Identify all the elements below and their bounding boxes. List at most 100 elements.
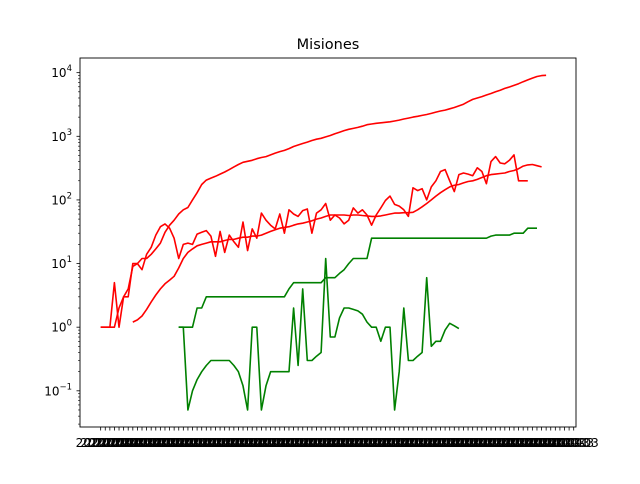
series-layer — [100, 74, 547, 411]
y-tick-label: 104 — [51, 64, 72, 80]
x-tick-label: 2020-03 — [425, 436, 475, 450]
x-tick-label: 2020-03 — [246, 436, 296, 450]
x-tick-label: 2020-03 — [94, 436, 144, 450]
x-tick-label: 2020-03 — [108, 436, 158, 450]
x-tick-label: 2020-03 — [314, 436, 364, 450]
x-tick-label: 2020-03 — [291, 436, 341, 450]
x-tick-label: 2020-03 — [388, 436, 438, 450]
x-tick-label: 2020-03 — [397, 436, 447, 450]
x-tick-label: 2020-03 — [310, 436, 360, 450]
x-tick-label: 2020-03 — [535, 436, 585, 450]
x-axis: 2020-032020-032020-032020-032020-032020-… — [76, 427, 599, 450]
x-tick-label: 2020-03 — [438, 436, 488, 450]
x-tick-label: 2020-03 — [471, 436, 521, 450]
x-tick-label: 2020-03 — [80, 436, 130, 450]
y-tick-label: 101 — [51, 255, 72, 271]
x-tick-label: 2020-03 — [305, 436, 355, 450]
x-tick-label: 2020-03 — [255, 436, 305, 450]
y-tick-label: 100 — [51, 319, 72, 335]
x-tick-label: 2020-03 — [287, 436, 337, 450]
x-tick-label: 2020-03 — [411, 436, 461, 450]
x-tick-label: 2020-03 — [333, 436, 383, 450]
series-line-3 — [132, 163, 542, 323]
x-tick-label: 2020-03 — [347, 436, 397, 450]
x-tick-label: 2020-03 — [296, 436, 346, 450]
x-tick-label: 2020-03 — [466, 436, 516, 450]
chart-title: Misiones — [297, 37, 360, 53]
x-tick-label: 2020-03 — [544, 436, 594, 450]
x-tick-label: 2020-03 — [420, 436, 470, 450]
x-tick-label: 2020-03 — [328, 436, 378, 450]
x-tick-label: 2020-03 — [452, 436, 502, 450]
x-tick-label: 2020-03 — [484, 436, 534, 450]
x-tick-label: 2020-03 — [337, 436, 387, 450]
x-tick-label: 2020-03 — [99, 436, 149, 450]
x-tick-label: 2020-03 — [268, 436, 318, 450]
x-tick-label: 2020-03 — [278, 436, 328, 450]
x-tick-label: 2020-03 — [195, 436, 245, 450]
x-tick-label: 2020-03 — [135, 436, 185, 450]
x-tick-label: 2020-03 — [259, 436, 309, 450]
x-tick-label: 2020-03 — [342, 436, 392, 450]
x-tick-label: 2020-03 — [126, 436, 176, 450]
x-tick-label: 2020-03 — [250, 436, 300, 450]
x-tick-label: 2020-03 — [163, 436, 213, 450]
x-tick-label: 2020-03 — [356, 436, 406, 450]
x-tick-label: 2020-03 — [406, 436, 456, 450]
x-tick-label: 2020-03 — [503, 436, 553, 450]
x-tick-label: 2020-03 — [516, 436, 566, 450]
x-tick-label: 2020-03 — [392, 436, 442, 450]
x-tick-label: 2020-03 — [370, 436, 420, 450]
x-tick-label: 2020-03 — [172, 436, 222, 450]
x-tick-label: 2020-03 — [103, 436, 153, 450]
x-tick-label: 2020-03 — [526, 436, 576, 450]
x-tick-label: 2020-03 — [204, 436, 254, 450]
x-tick-label: 2020-03 — [167, 436, 217, 450]
y-axis: 10−1 100 101 102 103 104 — [44, 64, 80, 425]
x-tick-label: 2020-03 — [200, 436, 250, 450]
x-tick-label: 2020-03 — [213, 436, 263, 450]
x-tick-label: 2020-03 — [149, 436, 199, 450]
series-line-5 — [178, 257, 460, 411]
x-tick-label: 2020-03 — [448, 436, 498, 450]
x-tick-label: 2020-03 — [190, 436, 240, 450]
x-tick-label: 2020-03 — [218, 436, 268, 450]
x-tick-label: 2020-03 — [549, 436, 599, 450]
x-tick-label: 2020-03 — [319, 436, 369, 450]
x-tick-label: 2020-03 — [301, 436, 351, 450]
x-tick-label: 2020-03 — [177, 436, 227, 450]
y-tick-label: 103 — [51, 128, 72, 144]
x-tick-label: 2020-03 — [241, 436, 291, 450]
x-tick-label: 2020-03 — [374, 436, 424, 450]
x-tick-label: 2020-03 — [434, 436, 484, 450]
x-tick-label: 2020-03 — [324, 436, 374, 450]
x-tick-label: 2020-03 — [76, 436, 126, 450]
x-tick-label: 2020-03 — [539, 436, 589, 450]
plot-frame — [79, 57, 577, 428]
x-tick-label: 2020-03 — [140, 436, 190, 450]
x-tick-label: 2020-03 — [282, 436, 332, 450]
x-tick-label: 2020-03 — [379, 436, 429, 450]
x-tick-label: 2020-03 — [117, 436, 167, 450]
y-tick-label: 102 — [51, 191, 72, 207]
x-tick-label: 2020-03 — [89, 436, 139, 450]
x-tick-label: 2020-03 — [494, 436, 544, 450]
x-tick-label: 2020-03 — [186, 436, 236, 450]
x-tick-label: 2020-03 — [402, 436, 452, 450]
x-tick-label: 2020-03 — [112, 436, 162, 450]
x-tick-label: 2020-03 — [530, 436, 580, 450]
x-tick-label: 2020-03 — [461, 436, 511, 450]
x-tick-label: 2020-03 — [351, 436, 401, 450]
series-line-2 — [100, 154, 528, 328]
x-tick-label: 2020-03 — [158, 436, 208, 450]
x-tick-label: 2020-03 — [507, 436, 557, 450]
x-tick-label: 2020-03 — [512, 436, 562, 450]
x-tick-label: 2020-03 — [489, 436, 539, 450]
x-tick-label: 2020-03 — [521, 436, 571, 450]
series-line-4 — [178, 227, 537, 328]
x-tick-label: 2020-03 — [144, 436, 194, 450]
x-tick-label: 2020-03 — [131, 436, 181, 450]
x-tick-label: 2020-03 — [498, 436, 548, 450]
